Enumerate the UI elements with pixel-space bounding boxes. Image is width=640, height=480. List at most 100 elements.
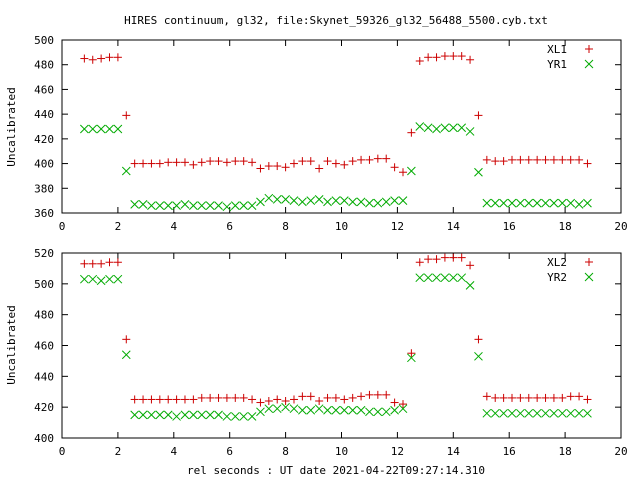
data-point-yr2 [155, 410, 165, 420]
data-point-yr2 [432, 273, 441, 283]
data-point-xl2 [88, 259, 97, 268]
data-point-yr2 [516, 408, 525, 418]
data-point-yr2 [423, 273, 433, 283]
y-tick-label: 460 [34, 83, 54, 96]
data-point-yr1 [507, 198, 517, 208]
data-point-yr1 [163, 201, 173, 210]
x-tick-label: 14 [447, 445, 461, 458]
data-point-xl2 [164, 395, 173, 404]
data-point-xl2 [180, 395, 189, 404]
data-point-yr2 [189, 410, 198, 420]
data-point-yr1 [407, 166, 416, 176]
legend-label: XL1 [547, 43, 567, 56]
data-point-yr2 [499, 408, 508, 418]
data-point-yr2 [373, 407, 383, 417]
data-point-yr1 [205, 201, 215, 210]
data-point-xl2 [331, 393, 340, 402]
data-point-yr2 [121, 350, 131, 360]
data-point-xl2 [507, 393, 516, 402]
data-point-xl2 [264, 397, 273, 405]
data-point-xl1 [348, 157, 357, 166]
data-point-yr2 [323, 405, 332, 415]
data-point-yr2 [147, 410, 156, 420]
data-point-xl1 [449, 52, 458, 61]
data-point-xl2 [130, 395, 139, 404]
data-point-xl1 [172, 158, 181, 167]
data-point-xl2 [583, 395, 592, 404]
data-point-xl1 [566, 155, 575, 164]
data-point-xl2 [549, 393, 558, 402]
data-point-xl1 [457, 52, 466, 61]
data-point-yr1 [339, 196, 349, 205]
data-point-xl1 [139, 159, 148, 168]
data-point-yr1 [390, 196, 399, 205]
data-point-yr2 [482, 408, 492, 418]
data-point-yr1 [432, 124, 441, 134]
x-tick-label: 18 [558, 445, 571, 458]
data-point-yr1 [440, 123, 450, 133]
data-point-yr1 [541, 198, 550, 208]
data-point-xl1 [130, 159, 139, 168]
data-point-xl1 [105, 53, 114, 62]
data-point-yr1 [172, 201, 181, 210]
data-point-xl1 [113, 53, 122, 62]
data-point-yr1 [356, 197, 366, 207]
data-point-xl1 [222, 158, 231, 167]
data-point-yr2 [306, 405, 316, 415]
data-point-yr2 [222, 412, 232, 421]
data-point-xl2 [206, 393, 215, 402]
data-point-xl1 [340, 160, 349, 169]
data-point-yr2 [390, 405, 399, 415]
data-point-xl2 [80, 259, 89, 268]
data-point-xl1 [239, 157, 248, 166]
data-point-yr1 [247, 201, 257, 210]
data-point-xl1 [155, 159, 164, 168]
data-point-xl2 [256, 398, 265, 407]
data-point-xl2 [348, 393, 357, 402]
data-point-xl2 [340, 395, 349, 404]
data-point-xl1 [80, 54, 89, 63]
x-tick-label: 16 [503, 445, 516, 458]
data-point-yr2 [448, 273, 458, 283]
data-point-yr1 [306, 196, 316, 205]
chart-title: HIRES continuum, gl32, file:Skynet_59326… [124, 14, 548, 27]
y-tick-label: 380 [34, 182, 54, 195]
data-point-yr1 [482, 198, 492, 208]
data-point-yr1 [557, 198, 567, 208]
data-point-yr2 [398, 404, 408, 414]
data-point-yr1 [230, 201, 240, 210]
data-point-yr2 [524, 408, 534, 418]
top-y-axis-label: Uncalibrated [5, 87, 18, 166]
legend-marker-xl2 [585, 258, 593, 266]
data-point-xl2 [398, 400, 407, 409]
data-point-xl2 [239, 393, 248, 402]
data-point-xl1 [357, 155, 366, 164]
data-point-xl2 [365, 390, 374, 399]
data-point-yr2 [474, 351, 483, 361]
data-point-yr2 [138, 410, 148, 420]
data-point-yr1 [214, 201, 223, 210]
data-point-xl1 [398, 168, 407, 177]
data-point-xl2 [105, 258, 114, 267]
data-point-xl2 [122, 335, 131, 344]
data-point-xl2 [382, 390, 391, 399]
data-point-xl1 [189, 160, 198, 169]
x-tick-label: 12 [391, 445, 404, 458]
data-point-yr2 [80, 274, 89, 284]
data-point-xl1 [390, 163, 399, 172]
data-point-xl2 [457, 253, 466, 262]
data-point-yr1 [331, 196, 341, 205]
x-tick-label: 4 [170, 445, 177, 458]
data-point-xl1 [180, 158, 189, 167]
y-tick-label: 480 [34, 59, 54, 72]
data-point-yr1 [239, 201, 249, 210]
legend-marker-yr1 [584, 59, 594, 69]
data-point-xl1 [289, 159, 298, 168]
data-point-yr1 [88, 124, 98, 134]
data-point-yr1 [381, 197, 391, 207]
data-point-yr2 [557, 408, 567, 418]
x-tick-label: 16 [503, 220, 516, 233]
data-point-xl1 [507, 155, 516, 164]
data-point-xl1 [432, 53, 441, 62]
